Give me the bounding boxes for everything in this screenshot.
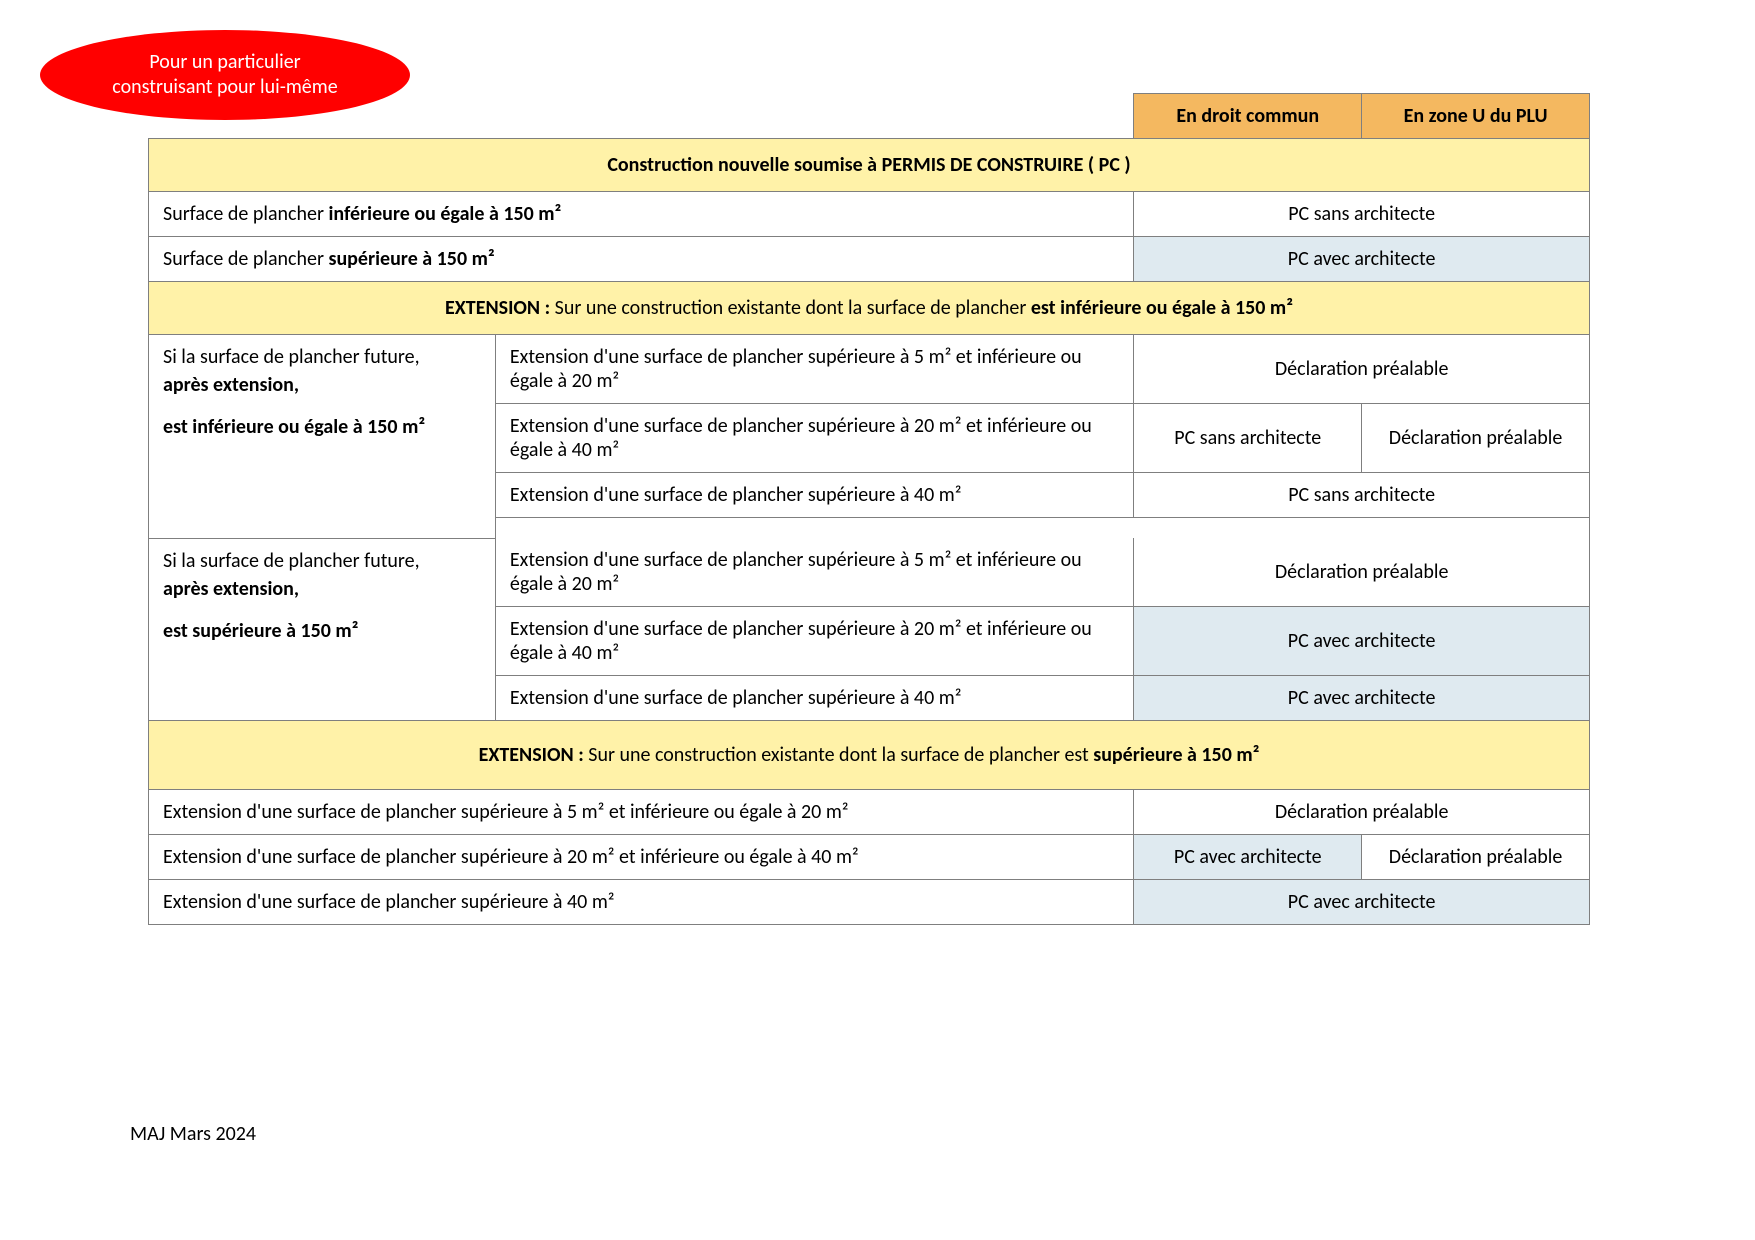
section3-r2-res4: Déclaration préalable	[1362, 835, 1590, 880]
section1-row2-result: PC avec architecte	[1134, 237, 1590, 282]
header-col-droit-commun: En droit commun	[1134, 94, 1362, 139]
section2-gap	[149, 518, 1590, 539]
section2-groupA-r3-res: PC sans architecte	[1134, 473, 1590, 518]
section2-groupA-r2-desc: Extension d'une surface de plancher supé…	[495, 404, 1133, 473]
section2-title: EXTENSION : Sur une construction existan…	[149, 282, 1590, 335]
section2-groupA-row1: Si la surface de plancher future, après …	[149, 335, 1590, 404]
section2-groupA-r1-desc: Extension d'une surface de plancher supé…	[495, 335, 1133, 404]
header-col-zone-u: En zone U du PLU	[1362, 94, 1590, 139]
section2-groupB-r1-desc: Extension d'une surface de plancher supé…	[495, 538, 1133, 607]
badge-line-2: construisant pour lui-même	[112, 75, 337, 100]
section2-groupB-r2-res: PC avec architecte	[1134, 607, 1590, 676]
section2-groupB-r1-res: Déclaration préalable	[1134, 538, 1590, 607]
section3-title: EXTENSION : Sur une construction existan…	[149, 721, 1590, 790]
badge-line-1: Pour un particulier	[149, 50, 300, 75]
section3-r3-desc: Extension d'une surface de plancher supé…	[149, 880, 1134, 925]
footer-date: MAJ Mars 2024	[130, 1122, 256, 1146]
section2-groupA-side: Si la surface de plancher future, après …	[149, 335, 496, 518]
section2-groupB-side: Si la surface de plancher future, après …	[149, 538, 496, 721]
section3-r2-res3: PC avec architecte	[1134, 835, 1362, 880]
section3-r3-res: PC avec architecte	[1134, 880, 1590, 925]
section1-row1: Surface de plancher inférieure ou égale …	[149, 192, 1590, 237]
section1-row1-label: Surface de plancher inférieure ou égale …	[149, 192, 1134, 237]
section1-row2: Surface de plancher supérieure à 150 m² …	[149, 237, 1590, 282]
section3-row3: Extension d'une surface de plancher supé…	[149, 880, 1590, 925]
section3-row2: Extension d'une surface de plancher supé…	[149, 835, 1590, 880]
section2-groupA-r1-res: Déclaration préalable	[1134, 335, 1590, 404]
section3-row1: Extension d'une surface de plancher supé…	[149, 790, 1590, 835]
section1-title-text: Construction nouvelle soumise à PERMIS D…	[607, 153, 1130, 177]
section1-row1-result: PC sans architecte	[1134, 192, 1590, 237]
section2-groupA-r2-res4: Déclaration préalable	[1362, 404, 1590, 473]
section2-groupB-row1: Si la surface de plancher future, après …	[149, 538, 1590, 607]
permit-table: En droit commun En zone U du PLU Constru…	[148, 93, 1590, 925]
section2-groupB-r3-desc: Extension d'une surface de plancher supé…	[495, 676, 1133, 721]
section1-row2-label: Surface de plancher supérieure à 150 m²	[149, 237, 1134, 282]
section2-groupA-r2-res3: PC sans architecte	[1134, 404, 1362, 473]
section1-title: Construction nouvelle soumise à PERMIS D…	[149, 139, 1590, 192]
section2-groupA-r3-desc: Extension d'une surface de plancher supé…	[495, 473, 1133, 518]
section3-r1-desc: Extension d'une surface de plancher supé…	[149, 790, 1134, 835]
section2-groupB-r2-desc: Extension d'une surface de plancher supé…	[495, 607, 1133, 676]
section3-r2-desc: Extension d'une surface de plancher supé…	[149, 835, 1134, 880]
section2-groupB-r3-res: PC avec architecte	[1134, 676, 1590, 721]
section3-r1-res: Déclaration préalable	[1134, 790, 1590, 835]
context-badge: Pour un particulier construisant pour lu…	[40, 30, 410, 120]
